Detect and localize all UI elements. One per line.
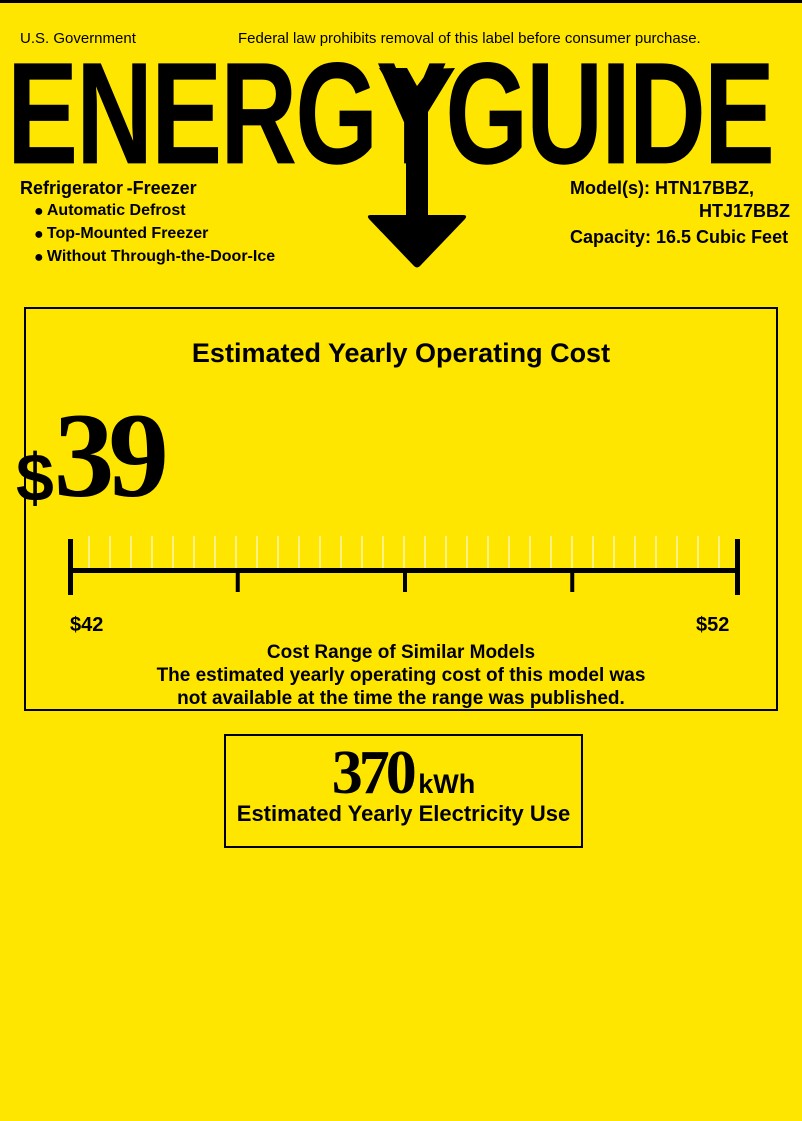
svg-text:$42: $42: [70, 614, 103, 636]
svg-text:$52: $52: [696, 614, 729, 636]
